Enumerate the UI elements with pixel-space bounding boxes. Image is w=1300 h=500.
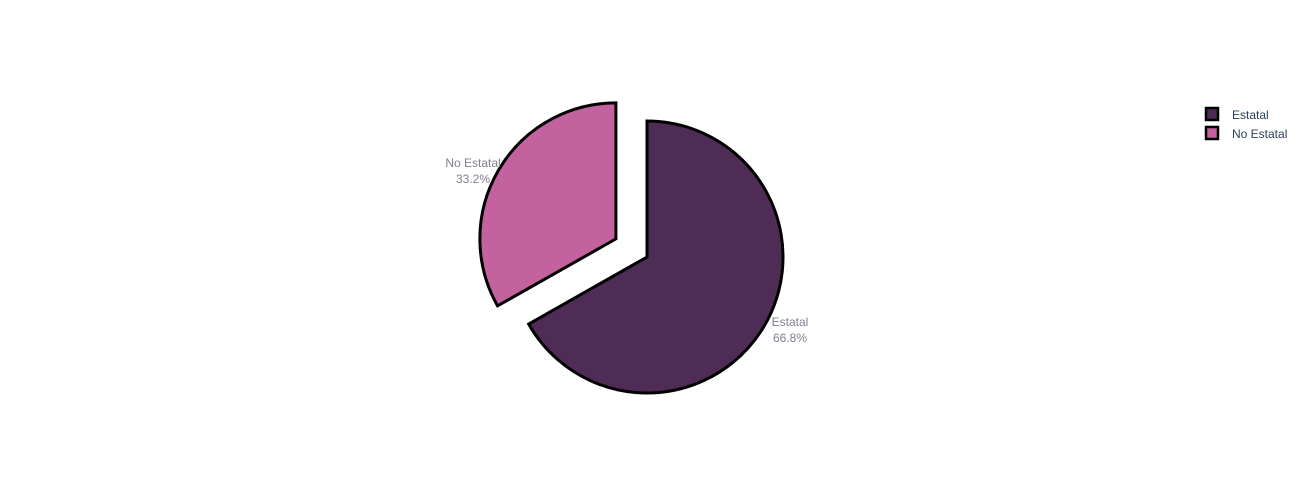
slice-label-name: No Estatal [445, 156, 500, 170]
slice-label-percent: 33.2% [456, 172, 490, 186]
pie-slices [478, 101, 785, 395]
pie-slice-no-estatal[interactable] [478, 101, 618, 308]
legend[interactable]: Estatal No Estatal [1204, 106, 1287, 141]
legend-item-estatal[interactable]: Estatal [1204, 106, 1269, 122]
pie-labels: Estatal 66.8% No Estatal 33.2% [445, 156, 808, 345]
legend-swatch-estatal [1204, 106, 1220, 122]
legend-swatch-no-estatal [1204, 125, 1220, 141]
slice-label-name: Estatal [772, 315, 809, 329]
legend-label-no-estatal: No Estatal [1232, 127, 1287, 141]
legend-label-estatal: Estatal [1232, 108, 1269, 122]
pie-slice-estatal[interactable] [526, 119, 785, 395]
slice-label-percent: 66.8% [773, 331, 807, 345]
legend-item-no-estatal[interactable]: No Estatal [1204, 125, 1287, 141]
